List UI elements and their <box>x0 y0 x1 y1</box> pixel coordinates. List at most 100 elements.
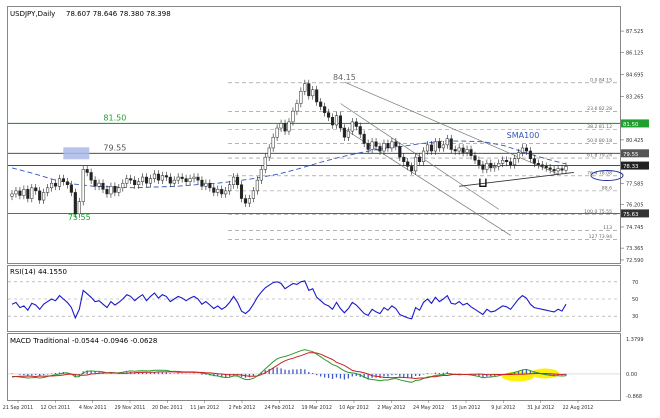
price-tick-label: 76.205 <box>626 203 644 209</box>
candle-body <box>414 156 418 172</box>
candle-body <box>152 173 157 179</box>
candle-body <box>358 126 362 135</box>
candle-body <box>548 167 552 170</box>
price-pane: 0.0 84.15 23.6 82.28 38.2 81.12 50.0 80.18 6… <box>8 73 624 240</box>
candle-body <box>160 175 164 181</box>
candle-body <box>528 150 532 159</box>
candle-body <box>10 193 14 197</box>
candle-body <box>53 182 58 187</box>
candle-body <box>216 189 220 193</box>
candle-body <box>42 192 46 201</box>
candle-body <box>200 179 204 187</box>
rsi-tick-label: 50 <box>632 297 638 303</box>
candle-body <box>505 159 509 162</box>
candle-body <box>497 163 501 167</box>
candle-body <box>453 149 457 152</box>
macd-tick-label: -0.868 <box>626 394 642 400</box>
price-title: USDJPY,Daily <box>10 10 55 18</box>
candle-body <box>255 179 259 192</box>
candle-body <box>311 89 315 97</box>
candle-body <box>386 143 390 149</box>
candle-body <box>180 176 184 179</box>
candle-body <box>61 178 65 182</box>
fib-level-label: 127 73.94 <box>589 234 612 240</box>
candle-body <box>236 176 240 185</box>
fib-level-label: 100.0 75.55 <box>584 209 612 215</box>
candle-body <box>315 89 319 103</box>
candle-body <box>224 190 228 195</box>
candle-body <box>117 187 121 193</box>
candle-body <box>69 184 73 193</box>
candle-body <box>513 158 517 166</box>
candle-body <box>283 123 287 132</box>
macd-title: MACD Traditional -0.0544 -0.0946 -0.0628 <box>10 337 157 345</box>
candle-body <box>97 182 101 187</box>
candle-body <box>520 147 525 153</box>
candle-body <box>291 110 295 123</box>
date-tick-label: 2 Feb 2012 <box>229 405 256 411</box>
candle-body <box>85 169 89 173</box>
rsi-pane-frame <box>7 265 621 332</box>
candle-body <box>196 176 200 181</box>
candle-body <box>469 149 473 156</box>
candle-body <box>239 184 244 199</box>
candle-body <box>437 141 441 149</box>
date-tick-label: 31 Jul 2012 <box>527 405 554 411</box>
candle-body <box>461 147 465 153</box>
date-tick-label: 19 Mar 2012 <box>301 405 331 411</box>
candle-body <box>26 189 30 199</box>
price-tick-label: 83.265 <box>626 94 644 100</box>
date-tick-label: 9 Jul 2012 <box>491 405 515 411</box>
candle-body <box>50 182 54 189</box>
candle-body <box>394 141 398 147</box>
rsi-tick-label: 30 <box>632 314 638 320</box>
candle-body <box>560 168 564 171</box>
rsi-line <box>11 280 567 320</box>
candle-body <box>22 189 26 196</box>
candle-body <box>390 141 394 149</box>
price-tick-label: 84.695 <box>626 72 644 78</box>
date-tick-label: 15 Jun 2012 <box>452 405 481 411</box>
candle-body <box>156 173 160 181</box>
candle-body <box>144 176 149 184</box>
price-tick-label: 74.745 <box>626 225 644 231</box>
candle-body <box>342 127 346 138</box>
candle-body <box>89 172 93 181</box>
date-tick-label: 2 May 2012 <box>377 405 405 411</box>
date-tick-label: 20 Dec 2011 <box>152 405 183 411</box>
candle-body <box>65 181 69 185</box>
candle-body <box>57 178 62 187</box>
candle-body <box>81 169 85 202</box>
candle-body <box>220 189 224 195</box>
fib-level-label: 23.6 82.28 <box>587 106 612 112</box>
candle-body <box>449 138 453 150</box>
price-circle-annotation <box>590 170 624 182</box>
candle-body <box>552 169 556 172</box>
candle-body <box>354 121 358 127</box>
candle-body <box>485 163 489 170</box>
price-tag-label: 75.63 <box>623 212 638 218</box>
candle-body <box>350 121 354 132</box>
candle-body <box>410 166 414 172</box>
price-annotation-label: 84.15 <box>333 73 356 82</box>
candle-body <box>232 176 236 185</box>
candle-body <box>105 189 109 195</box>
candle-body <box>319 101 323 107</box>
candle-body <box>516 152 521 159</box>
candle-body <box>303 83 307 92</box>
candle-body <box>275 127 279 138</box>
fib-level-label: 50.0 80.18 <box>587 138 612 144</box>
candle-body <box>362 133 366 144</box>
price-tick-label: 80.425 <box>626 138 644 144</box>
candle-body <box>346 130 350 138</box>
candle-body <box>501 159 505 164</box>
candle-body <box>148 178 153 184</box>
candle-body <box>18 190 22 196</box>
fib-level-label: 0.0 84.15 <box>590 77 612 83</box>
candle-body <box>295 103 299 112</box>
candle-body <box>489 163 493 169</box>
candle-body <box>429 144 434 152</box>
price-ohlc: 78.607 78.646 78.380 78.398 <box>66 10 171 18</box>
candle-body <box>188 178 192 182</box>
